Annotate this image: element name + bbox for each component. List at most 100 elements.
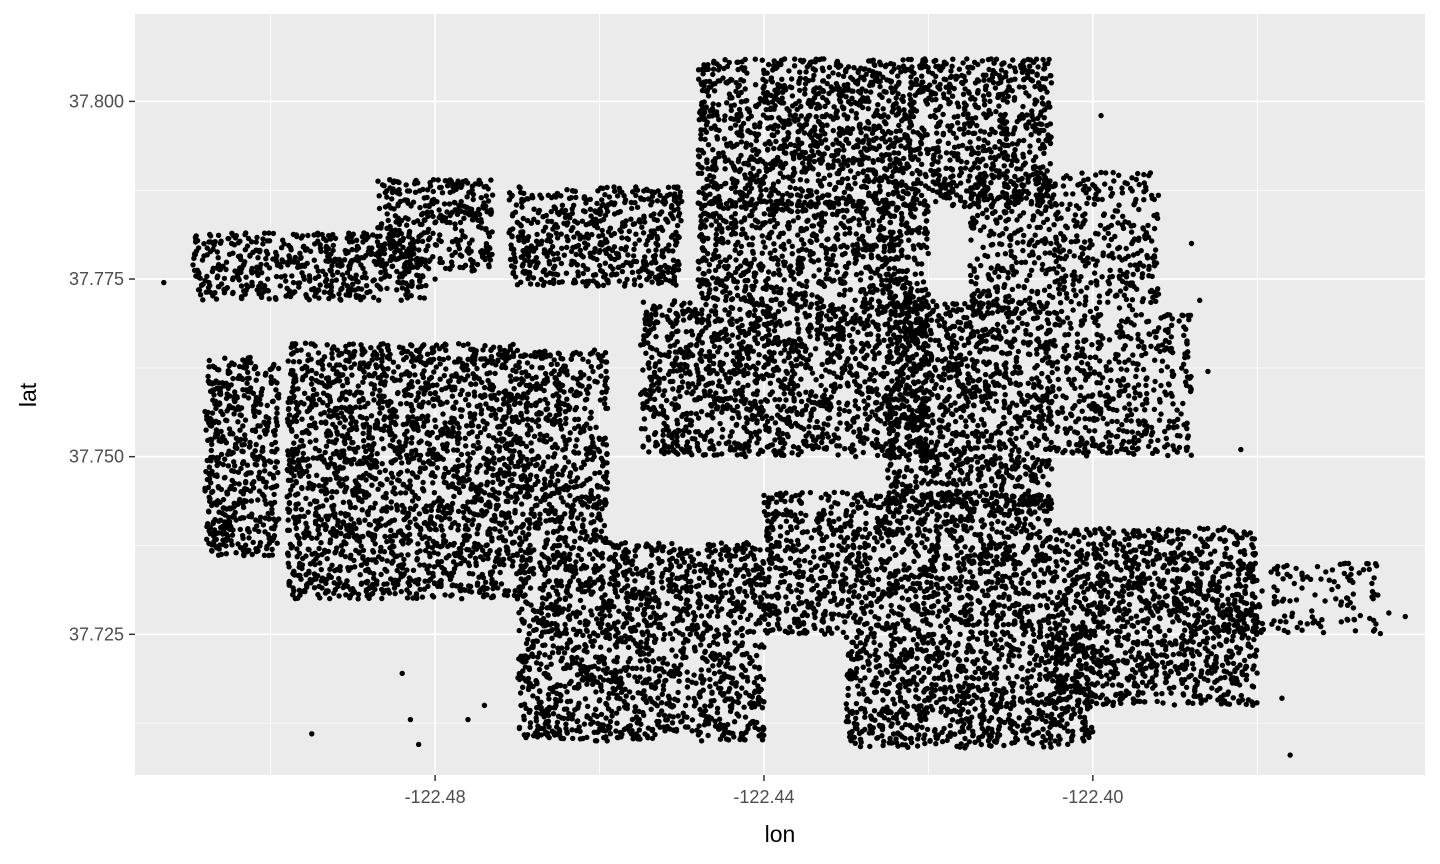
data-point	[285, 527, 291, 533]
data-point	[273, 387, 279, 393]
data-point	[528, 402, 534, 409]
data-point	[322, 278, 329, 285]
data-point	[416, 234, 422, 240]
data-point	[889, 173, 895, 179]
data-point	[405, 216, 411, 222]
data-point	[962, 165, 969, 171]
data-point	[242, 436, 248, 443]
data-point	[587, 425, 593, 431]
data-point	[203, 468, 209, 475]
data-point	[230, 276, 236, 283]
data-point	[516, 364, 522, 371]
data-point	[371, 382, 377, 388]
data-point	[357, 460, 364, 467]
data-point	[397, 449, 403, 455]
data-point	[482, 343, 488, 349]
data-point	[455, 522, 462, 529]
data-point	[577, 382, 583, 389]
data-point	[212, 516, 218, 523]
data-point	[399, 274, 405, 280]
data-point	[343, 476, 349, 482]
data-point	[329, 350, 335, 357]
data-point	[341, 281, 347, 287]
data-point	[524, 422, 531, 428]
data-point	[417, 188, 423, 194]
data-point	[406, 531, 413, 538]
data-point	[295, 386, 301, 392]
data-point	[520, 229, 526, 235]
data-point	[316, 545, 322, 552]
data-point	[631, 281, 638, 288]
data-point	[559, 515, 565, 522]
data-point	[381, 264, 387, 270]
data-point	[364, 415, 370, 422]
data-point	[542, 484, 548, 491]
data-point	[554, 250, 561, 257]
data-point	[415, 180, 421, 186]
data-point	[348, 516, 354, 522]
data-point	[394, 232, 401, 238]
data-points	[161, 56, 1408, 758]
data-point	[334, 566, 340, 573]
data-point	[411, 363, 417, 369]
data-point	[434, 435, 441, 441]
data-point	[384, 558, 390, 564]
data-point	[614, 193, 621, 199]
data-point	[252, 448, 258, 454]
data-point	[416, 439, 422, 446]
data-point	[449, 393, 456, 399]
data-point	[329, 278, 335, 284]
data-point	[404, 468, 411, 474]
data-point	[395, 364, 401, 370]
data-point	[235, 240, 242, 246]
data-point	[528, 472, 534, 478]
data-point	[404, 436, 410, 442]
data-point	[431, 348, 437, 355]
data-point	[291, 343, 298, 349]
data-point	[588, 433, 595, 440]
data-point	[605, 202, 611, 208]
data-point	[348, 364, 354, 371]
data-point	[599, 227, 605, 234]
data-point	[217, 499, 223, 506]
data-point	[391, 532, 397, 538]
data-point	[486, 262, 492, 268]
data-point	[604, 208, 611, 215]
data-point	[511, 386, 517, 392]
data-point	[303, 292, 309, 298]
data-point	[308, 286, 315, 293]
data-point	[542, 370, 549, 377]
data-point	[326, 413, 332, 419]
data-point	[448, 593, 454, 599]
data-point	[417, 469, 423, 475]
data-point	[558, 426, 565, 432]
data-point	[430, 356, 437, 362]
data-point	[411, 246, 417, 252]
data-point	[349, 527, 355, 533]
data-point	[261, 462, 268, 468]
data-point	[274, 459, 280, 465]
data-point	[329, 489, 335, 495]
data-point	[306, 530, 312, 536]
data-point	[490, 585, 496, 592]
data-point	[451, 447, 457, 453]
data-point	[532, 462, 539, 469]
data-point	[268, 374, 274, 380]
data-point	[312, 550, 318, 556]
data-point	[517, 185, 523, 191]
data-point	[211, 392, 217, 398]
data-point	[421, 506, 427, 512]
data-point	[244, 462, 251, 468]
data-point	[348, 414, 354, 420]
data-point	[482, 579, 489, 585]
data-point	[377, 233, 383, 239]
data-point	[551, 257, 557, 263]
data-point	[297, 250, 303, 256]
data-point	[339, 272, 346, 278]
data-point	[205, 484, 212, 491]
data-point	[248, 498, 255, 504]
data-point	[326, 513, 332, 519]
data-point	[374, 425, 381, 431]
data-point	[241, 515, 247, 521]
data-point	[255, 497, 261, 503]
